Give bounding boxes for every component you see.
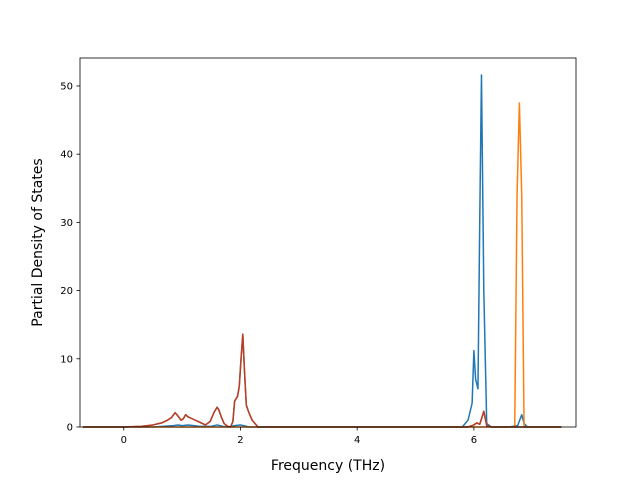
y-axis-ticks: 0 10 20 30 40 50 xyxy=(60,81,80,434)
x-axis-label: Frequency (THz) xyxy=(271,458,385,474)
y-tick-label: 20 xyxy=(60,286,73,297)
x-tick-label: 2 xyxy=(237,435,243,446)
series-line-4 xyxy=(82,333,562,428)
y-tick-label: 0 xyxy=(67,423,73,434)
y-tick-label: 40 xyxy=(60,150,73,161)
x-axis-ticks: 0 2 4 6 xyxy=(121,427,477,446)
y-tick-label: 10 xyxy=(60,354,73,365)
y-axis-label: Partial Density of States xyxy=(30,158,46,326)
x-tick-label: 0 xyxy=(121,435,127,446)
y-tick-label: 30 xyxy=(60,218,73,229)
plot-area-frame xyxy=(79,57,577,428)
y-tick-label: 50 xyxy=(60,81,73,92)
x-tick-label: 6 xyxy=(471,435,477,446)
x-tick-label: 4 xyxy=(354,435,360,446)
